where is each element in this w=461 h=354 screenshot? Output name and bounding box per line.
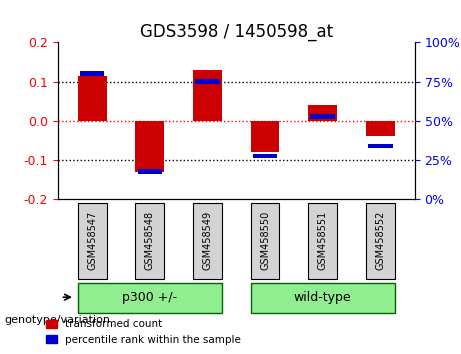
Bar — [195, 79, 220, 84]
Legend: transformed count, percentile rank within the sample: transformed count, percentile rank withi… — [42, 315, 245, 349]
Bar — [310, 114, 335, 119]
FancyBboxPatch shape — [251, 283, 395, 313]
Text: GSM458550: GSM458550 — [260, 211, 270, 270]
Text: wild-type: wild-type — [294, 291, 351, 304]
Text: GSM458552: GSM458552 — [375, 211, 385, 270]
Text: GSM458551: GSM458551 — [318, 211, 328, 270]
Bar — [193, 70, 222, 121]
FancyBboxPatch shape — [193, 203, 222, 279]
Text: GSM458548: GSM458548 — [145, 211, 155, 270]
Bar — [137, 169, 162, 174]
FancyBboxPatch shape — [251, 203, 279, 279]
Text: p300 +/-: p300 +/- — [122, 291, 177, 304]
Title: GDS3598 / 1450598_at: GDS3598 / 1450598_at — [140, 23, 333, 41]
FancyBboxPatch shape — [366, 203, 395, 279]
Bar — [80, 72, 105, 76]
Bar — [366, 121, 395, 136]
Bar — [251, 121, 279, 152]
FancyBboxPatch shape — [78, 283, 222, 313]
Text: GSM458547: GSM458547 — [87, 211, 97, 270]
Bar — [253, 154, 278, 158]
Bar — [78, 76, 106, 121]
Text: genotype/variation: genotype/variation — [5, 315, 111, 325]
FancyBboxPatch shape — [78, 203, 106, 279]
Bar — [136, 121, 164, 171]
Bar — [308, 105, 337, 121]
Text: GSM458549: GSM458549 — [202, 211, 213, 270]
FancyBboxPatch shape — [136, 203, 164, 279]
FancyBboxPatch shape — [308, 203, 337, 279]
Bar — [368, 144, 393, 148]
